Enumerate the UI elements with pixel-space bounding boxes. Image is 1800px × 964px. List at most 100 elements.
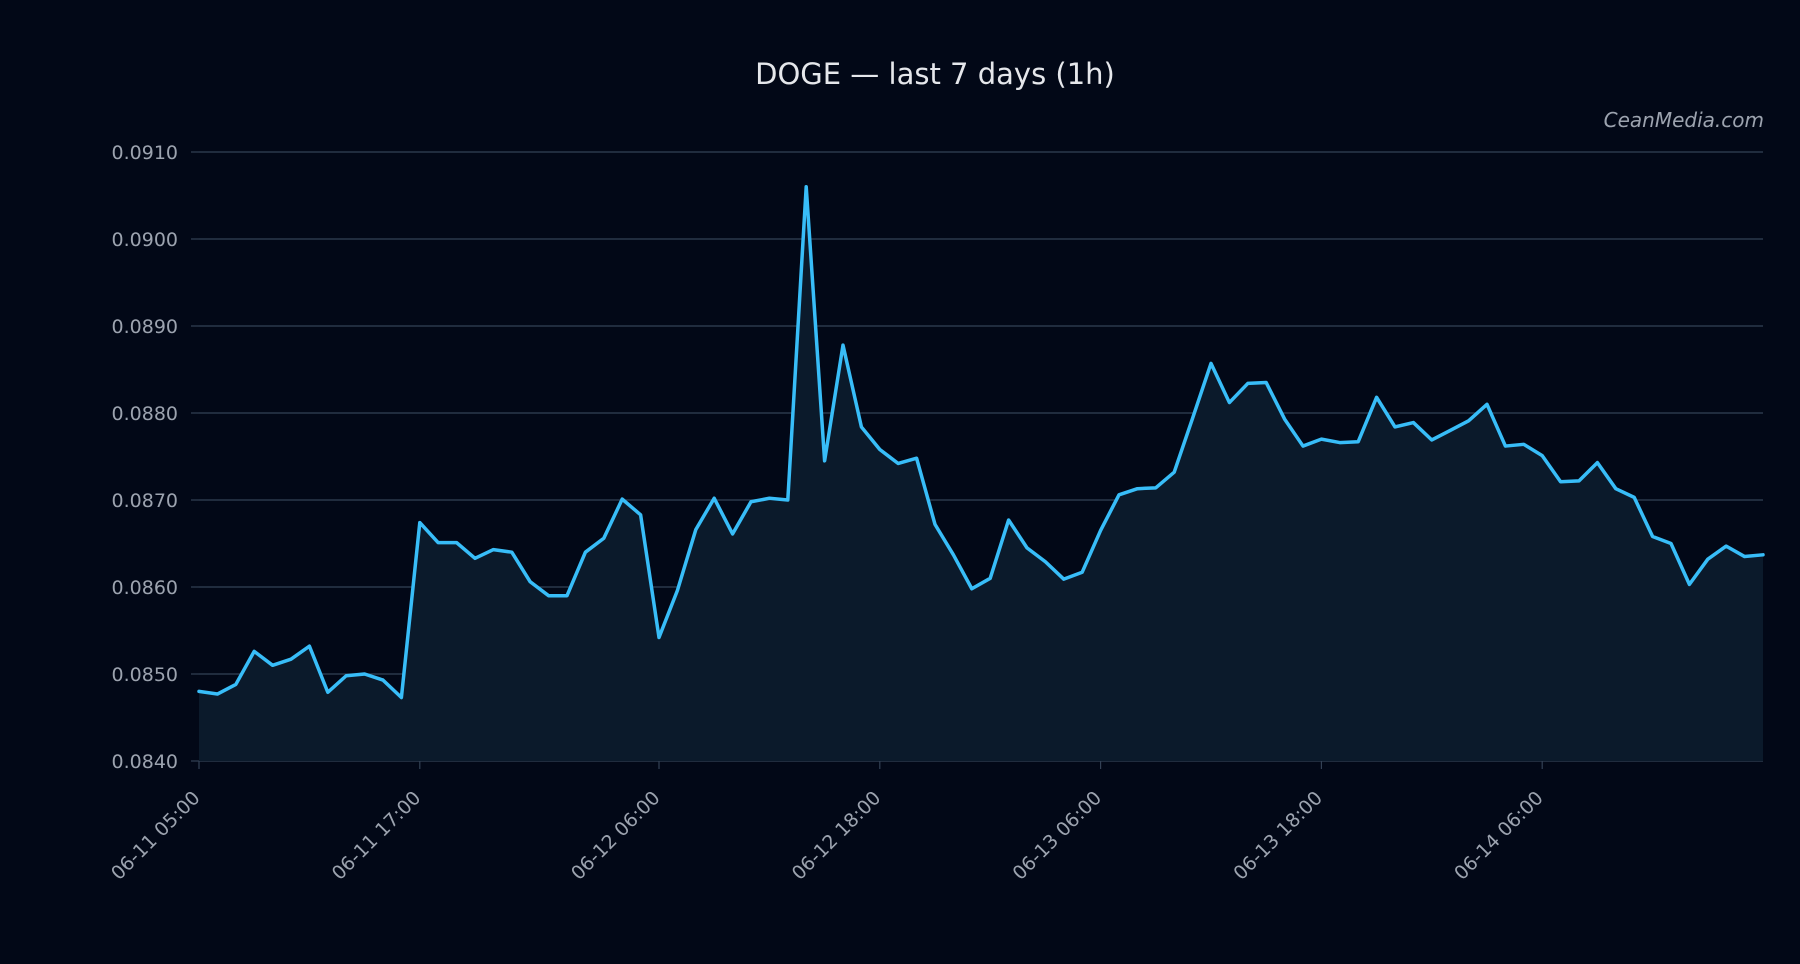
data-point (1650, 534, 1656, 540)
data-point (1466, 418, 1472, 424)
data-point (1594, 460, 1600, 466)
data-point (490, 547, 496, 553)
data-point (932, 521, 938, 527)
data-point (1576, 478, 1582, 484)
x-tick-label: 06-12 18:00 (788, 787, 886, 885)
data-point (1355, 439, 1361, 445)
y-tick-label: 0.0850 (112, 664, 178, 686)
data-point (1613, 486, 1619, 492)
data-point (803, 184, 809, 190)
data-point (398, 694, 404, 700)
y-tick-label: 0.0900 (112, 229, 178, 251)
y-tick-label: 0.0870 (112, 490, 178, 512)
data-point (343, 673, 349, 679)
data-point (1098, 527, 1104, 533)
data-point (1686, 581, 1692, 587)
data-point (1263, 380, 1269, 386)
data-point (1042, 559, 1048, 565)
x-tick-label: 06-11 05:00 (107, 787, 205, 885)
data-point (1558, 479, 1564, 485)
data-point (527, 579, 533, 585)
data-point (1079, 569, 1085, 575)
data-point (1447, 427, 1453, 433)
data-point (1705, 556, 1711, 562)
data-point (858, 424, 864, 430)
data-point (1502, 443, 1508, 449)
data-point (214, 691, 220, 697)
x-tick-label: 06-13 18:00 (1229, 787, 1327, 885)
data-point (1318, 436, 1324, 442)
data-point (233, 681, 239, 687)
data-point (1134, 486, 1140, 492)
y-tick-label: 0.0860 (112, 577, 178, 599)
data-point (1521, 441, 1527, 447)
data-point (1631, 494, 1637, 500)
data-point (785, 497, 791, 503)
data-point (306, 643, 312, 649)
data-point (196, 688, 202, 694)
data-point (509, 549, 515, 555)
data-point (1337, 440, 1343, 446)
data-point (656, 634, 662, 640)
x-tick-label: 06-12 06:00 (567, 787, 665, 885)
data-point (472, 555, 478, 561)
data-point (1116, 492, 1122, 498)
data-point (1760, 552, 1766, 558)
data-point (1208, 360, 1214, 366)
data-point (1006, 517, 1012, 523)
data-point (730, 531, 736, 537)
data-point (325, 689, 331, 695)
data-point (362, 671, 368, 677)
price-area (199, 186, 1763, 762)
data-point (877, 447, 883, 453)
watermark-text: CeanMedia.com (1604, 108, 1764, 132)
x-axis-ticks: 06-11 05:00 06-11 17:00 06-12 06:00 06-12 1… (107, 761, 1548, 885)
data-point (1723, 543, 1729, 549)
y-tick-label: 0.0880 (112, 403, 178, 425)
data-point (601, 535, 607, 541)
data-point (1282, 416, 1288, 422)
x-tick-label: 06-11 17:00 (328, 787, 426, 885)
data-point (1539, 453, 1545, 459)
data-point (987, 575, 993, 581)
data-point (693, 527, 699, 533)
data-point (1061, 576, 1067, 582)
data-point (454, 540, 460, 546)
data-point (564, 593, 570, 599)
data-point (1742, 554, 1748, 560)
data-point (1668, 541, 1674, 547)
x-tick-label: 06-13 06:00 (1009, 787, 1107, 885)
data-point (251, 648, 257, 654)
data-point (969, 586, 975, 592)
data-point (288, 656, 294, 662)
data-point (1484, 401, 1490, 407)
data-point (619, 496, 625, 502)
data-point (748, 499, 754, 505)
data-point (1190, 415, 1196, 421)
y-tick-label: 0.0910 (112, 142, 178, 164)
data-point (822, 458, 828, 464)
data-point (1245, 380, 1251, 386)
data-point (895, 460, 901, 466)
line-layer (197, 185, 1765, 700)
y-axis-ticks: 0.0840 0.0850 0.0860 0.0870 0.0880 0.0890 0.09… (112, 142, 199, 773)
data-point (840, 342, 846, 348)
data-point (1392, 424, 1398, 430)
data-point (1429, 437, 1435, 443)
data-point (950, 552, 956, 558)
data-point (435, 540, 441, 546)
data-point (638, 512, 644, 518)
data-point (582, 549, 588, 555)
data-point (674, 587, 680, 593)
chart-title: DOGE — last 7 days (1h) (755, 57, 1115, 91)
data-point (1153, 485, 1159, 491)
area-layer (199, 186, 1763, 762)
data-point (1024, 545, 1030, 551)
data-point (417, 520, 423, 526)
data-point (914, 455, 920, 461)
data-point (1374, 394, 1380, 400)
data-point (1300, 443, 1306, 449)
y-tick-label: 0.0840 (112, 751, 178, 773)
